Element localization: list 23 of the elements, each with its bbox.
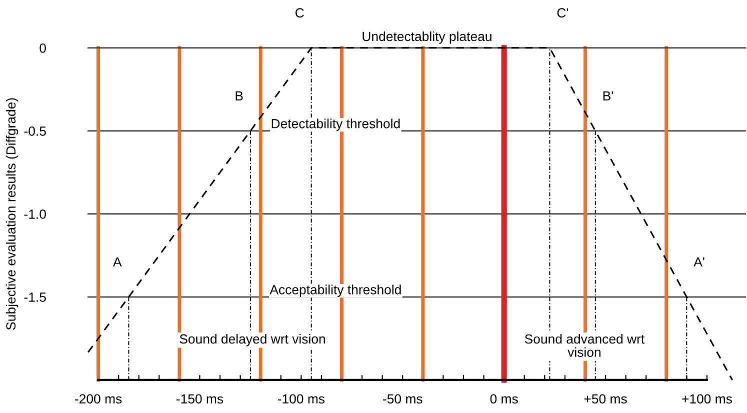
x-tick-label: 0 ms [490, 394, 518, 404]
annotation: A' [694, 257, 704, 266]
x-tick-label: -150 ms [176, 394, 224, 404]
annotation: C [296, 8, 304, 18]
ref-line-label: Acceptability threshold [270, 284, 401, 297]
y-tick-label: -0.5 [24, 126, 46, 136]
annotation: B' [603, 91, 613, 100]
annotation: Sound advanced wrt vision [524, 334, 645, 357]
x-tick-label: -100 ms [278, 394, 325, 404]
x-tick-label: +50 ms [584, 394, 627, 404]
annotation: Sound delayed wrt vision [180, 334, 325, 346]
x-tick-label: -50 ms [383, 394, 422, 404]
annotation: B [236, 91, 243, 100]
y-tick-label: -1.5 [24, 292, 46, 302]
ref-line-label: Detectability threshold [272, 118, 400, 131]
y-axis-title: Subjective evaluation results (Diffgrade) [6, 98, 18, 330]
y-tick-label: -1.0 [24, 210, 46, 219]
annotation: A [113, 257, 122, 266]
annotation: Undetectablity plateau [362, 31, 492, 44]
y-tick-label: 0 [40, 43, 46, 53]
x-tick-label: +100 ms [682, 394, 732, 404]
x-tick-label: -200 ms [75, 394, 122, 404]
annotation: C' [557, 8, 568, 18]
